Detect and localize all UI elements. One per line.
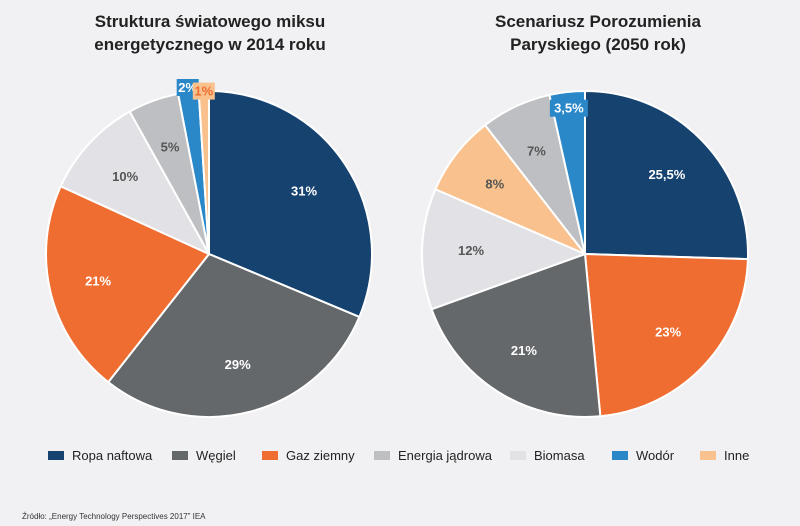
chart-title-line: energetycznego w 2014 roku: [94, 35, 326, 54]
legend: Ropa naftowa Węgiel Gaz ziemny Energia jądr…: [0, 448, 800, 468]
chart-title-2014: Struktura światowego miksu energetyczneg…: [20, 10, 400, 56]
legend-label: Wodór: [636, 448, 675, 463]
pie-slice: [548, 89, 586, 255]
data-label: 8%: [485, 177, 504, 192]
data-label: 21%: [85, 273, 111, 288]
legend-item: Wodór: [612, 448, 674, 463]
data-label-box: [192, 82, 215, 100]
pie-slice: [45, 184, 211, 384]
legend-swatch: [374, 451, 390, 460]
legend-swatch: [612, 451, 628, 460]
legend-item: Energia jądrowa: [374, 448, 492, 463]
chart-title-line: Paryskiego (2050 rok): [510, 35, 686, 54]
pie-slice: [421, 187, 588, 311]
data-label: 21%: [511, 343, 537, 358]
data-label: 25,5%: [648, 167, 685, 182]
data-label: 1%: [194, 84, 213, 99]
pie-slice: [584, 89, 749, 261]
legend-swatch: [172, 451, 188, 460]
data-label: 2%: [178, 80, 197, 95]
pie-slice: [208, 89, 373, 319]
legend-label: Węgiel: [196, 448, 236, 463]
source-note: Źródło: „Energy Technology Perspectives …: [22, 512, 206, 521]
legend-item: Biomasa: [510, 448, 585, 463]
data-label: 3,5%: [554, 101, 584, 116]
data-label: 31%: [291, 183, 317, 198]
legend-swatch: [510, 451, 526, 460]
legend-item: Inne: [700, 448, 749, 463]
data-label: 23%: [655, 325, 681, 340]
pie-slice: [106, 252, 361, 418]
chart-title-2050: Scenariusz Porozumienia Paryskiego (2050…: [408, 10, 788, 56]
data-label: 12%: [458, 243, 484, 258]
legend-label: Energia jądrowa: [398, 448, 492, 463]
data-label: 5%: [161, 139, 180, 154]
data-label-box: [549, 99, 588, 117]
chart-title-line: Struktura światowego miksu: [94, 12, 326, 31]
legend-label: Ropa naftowa: [72, 448, 153, 463]
legend-item: Węgiel: [172, 448, 236, 463]
legend-label: Gaz ziemny: [286, 448, 355, 463]
data-label: 29%: [225, 357, 251, 372]
pie-slice: [583, 252, 749, 418]
legend-swatch: [700, 451, 716, 460]
pie-slice: [59, 110, 212, 257]
chart-title-line: Scenariusz Porozumienia: [495, 12, 701, 31]
data-label: 7%: [527, 143, 546, 158]
legend-label: Biomasa: [534, 448, 585, 463]
legend-item: Ropa naftowa: [48, 448, 152, 463]
data-label: 10%: [112, 169, 138, 184]
legend-item: Gaz ziemny: [262, 448, 355, 463]
legend-label: Inne: [724, 448, 750, 463]
pie-charts: 31% 29% 21% 10% 5% 2%1% 25,5% 23% 21% 12% 8% 7% 3,5%: [45, 79, 749, 418]
legend-swatch: [48, 451, 64, 460]
legend-swatch: [262, 451, 278, 460]
